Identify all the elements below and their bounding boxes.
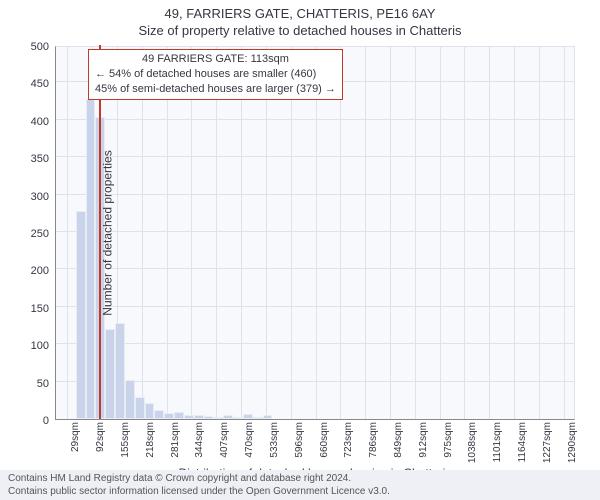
y-axis-label: Number of detached properties [101, 150, 115, 315]
y-tick-label: 300 [7, 191, 49, 203]
histogram-bar [105, 329, 115, 419]
chart-title-address: 49, FARRIERS GATE, CHATTERIS, PE16 6AY [0, 0, 600, 21]
attribution-footer: Contains HM Land Registry data © Crown c… [0, 470, 600, 500]
histogram-bar [243, 414, 253, 419]
annotation-line1: 49 FARRIERS GATE: 113sqm [95, 52, 336, 67]
footer-line2: Contains public sector information licen… [8, 486, 592, 499]
histogram-bar [233, 417, 243, 419]
gridline-v [316, 47, 317, 419]
histogram-bar [253, 417, 263, 419]
gridline-v [340, 47, 341, 419]
y-tick-label: 200 [7, 265, 49, 277]
histogram-bar [86, 99, 96, 419]
histogram-bar [184, 415, 194, 419]
y-tick-label: 350 [7, 153, 49, 165]
gridline-v [167, 47, 168, 419]
gridline-v [539, 47, 540, 419]
gridline-v [489, 47, 490, 419]
y-tick-label: 250 [7, 228, 49, 240]
gridline-v [564, 47, 565, 419]
histogram-bar [204, 416, 214, 419]
histogram-bar [145, 403, 155, 419]
histogram-bar [174, 412, 184, 419]
histogram-bar [125, 380, 135, 419]
gridline-v [291, 47, 292, 419]
histogram-bar [263, 415, 273, 419]
histogram-bar [154, 410, 164, 419]
gridline-v [216, 47, 217, 419]
annotation-line2: ← 54% of detached houses are smaller (46… [95, 67, 336, 82]
gridline-v [464, 47, 465, 419]
histogram-bar [223, 415, 233, 419]
y-tick-label: 400 [7, 116, 49, 128]
annotation-box: 49 FARRIERS GATE: 113sqm ← 54% of detach… [88, 49, 343, 100]
histogram-bar [115, 323, 125, 419]
gridline-v [365, 47, 366, 419]
y-tick-label: 500 [7, 41, 49, 53]
histogram-bar [194, 415, 204, 419]
histogram-chart: 49 FARRIERS GATE: 113sqm ← 54% of detach… [55, 46, 575, 420]
gridline-v [67, 47, 68, 419]
chart-title-subtitle: Size of property relative to detached ho… [0, 21, 600, 38]
gridline-v [266, 47, 267, 419]
histogram-bar [164, 413, 174, 419]
y-tick-label: 50 [7, 378, 49, 390]
gridline-v [514, 47, 515, 419]
histogram-bar [76, 211, 86, 419]
gridline-v [390, 47, 391, 419]
annotation-line3: 45% of semi-detached houses are larger (… [95, 82, 336, 97]
gridline-v [415, 47, 416, 419]
y-tick-label: 150 [7, 303, 49, 315]
gridline-v [142, 47, 143, 419]
histogram-bar [135, 397, 145, 419]
y-tick-label: 0 [7, 415, 49, 427]
gridline-v [440, 47, 441, 419]
plot-area [55, 46, 575, 420]
gridline-v [241, 47, 242, 419]
y-tick-label: 450 [7, 78, 49, 90]
footer-line1: Contains HM Land Registry data © Crown c… [8, 473, 592, 486]
y-tick-label: 100 [7, 340, 49, 352]
histogram-bar [213, 417, 223, 419]
gridline-v [191, 47, 192, 419]
